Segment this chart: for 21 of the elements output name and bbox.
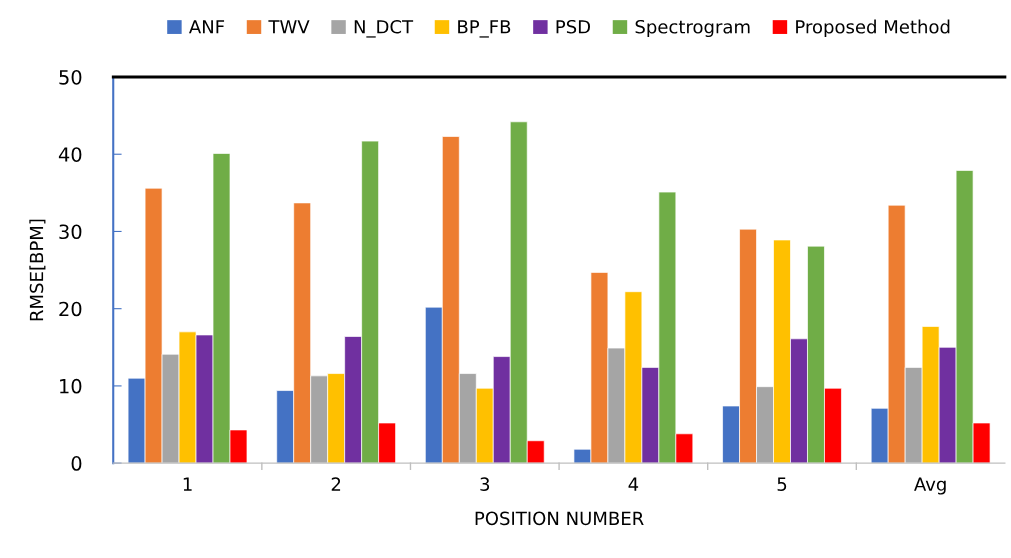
x-tick-label: 1 bbox=[183, 477, 192, 491]
x-tick-label: 2 bbox=[331, 477, 341, 491]
x-tick-label: 3 bbox=[480, 477, 490, 492]
legend-label: TWV bbox=[268, 20, 310, 34]
legend-label: N_DCT bbox=[354, 19, 414, 38]
legend-label: Spectrogram bbox=[635, 19, 750, 38]
y-axis-title: RMSE[BPM] bbox=[29, 219, 46, 321]
legend-label: ANF bbox=[189, 20, 225, 34]
y-tick-label: 10 bbox=[60, 378, 82, 394]
y-tick-label: 40 bbox=[58, 147, 82, 162]
x-tick-label: Avg bbox=[914, 477, 946, 495]
x-tick-label: 5 bbox=[777, 477, 787, 492]
legend-label: BP_FB bbox=[458, 20, 511, 38]
x-tick-label: 4 bbox=[628, 477, 639, 491]
y-tick-label: 0 bbox=[71, 456, 82, 471]
legend-label: PSD bbox=[556, 19, 591, 34]
y-tick-label: 30 bbox=[59, 224, 82, 240]
x-axis-title: POSITION NUMBER bbox=[475, 511, 644, 526]
legend-label: Proposed Method bbox=[796, 19, 950, 38]
y-tick-label: 20 bbox=[59, 301, 82, 317]
y-tick-label: 50 bbox=[59, 69, 82, 85]
